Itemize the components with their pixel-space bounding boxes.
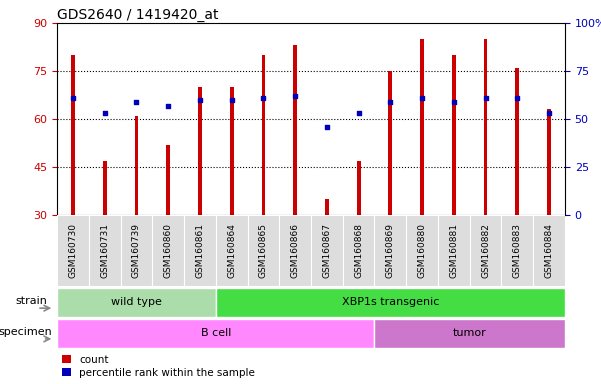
Bar bbox=[248, 215, 279, 286]
Bar bbox=[57, 288, 216, 317]
Bar bbox=[89, 215, 121, 286]
Point bbox=[513, 95, 522, 101]
Text: GSM160860: GSM160860 bbox=[163, 223, 172, 278]
Bar bbox=[293, 45, 297, 215]
Text: GSM160882: GSM160882 bbox=[481, 223, 490, 278]
Bar bbox=[57, 319, 374, 348]
Legend: count, percentile rank within the sample: count, percentile rank within the sample bbox=[63, 355, 255, 378]
Text: GSM160861: GSM160861 bbox=[195, 223, 204, 278]
Bar bbox=[357, 161, 361, 215]
Text: GSM160866: GSM160866 bbox=[291, 223, 300, 278]
Point bbox=[258, 95, 268, 101]
Text: wild type: wild type bbox=[111, 297, 162, 308]
Text: GSM160739: GSM160739 bbox=[132, 223, 141, 278]
Bar bbox=[343, 215, 374, 286]
Text: B cell: B cell bbox=[201, 328, 231, 338]
Bar bbox=[452, 55, 456, 215]
Point bbox=[68, 95, 78, 101]
Bar bbox=[71, 55, 75, 215]
Bar bbox=[166, 145, 170, 215]
Text: GSM160884: GSM160884 bbox=[545, 223, 554, 278]
Point bbox=[322, 124, 332, 130]
Bar bbox=[406, 215, 438, 286]
Bar bbox=[374, 215, 406, 286]
Text: GSM160731: GSM160731 bbox=[100, 223, 109, 278]
Point bbox=[481, 95, 490, 101]
Bar bbox=[325, 199, 329, 215]
Bar bbox=[57, 215, 89, 286]
Point bbox=[386, 99, 395, 105]
Bar bbox=[261, 55, 265, 215]
Text: GDS2640 / 1419420_at: GDS2640 / 1419420_at bbox=[57, 8, 219, 22]
Point bbox=[195, 97, 205, 103]
Bar bbox=[547, 109, 551, 215]
Bar bbox=[184, 215, 216, 286]
Point bbox=[354, 110, 364, 116]
Point bbox=[417, 95, 427, 101]
Text: GSM160880: GSM160880 bbox=[418, 223, 427, 278]
Point bbox=[545, 110, 554, 116]
Point bbox=[290, 93, 300, 99]
Bar bbox=[103, 161, 106, 215]
Point bbox=[227, 97, 236, 103]
Bar bbox=[388, 71, 392, 215]
Text: tumor: tumor bbox=[453, 328, 487, 338]
Bar bbox=[374, 319, 565, 348]
Bar bbox=[230, 87, 234, 215]
Bar bbox=[198, 87, 202, 215]
Bar bbox=[420, 39, 424, 215]
Bar bbox=[216, 288, 565, 317]
Bar bbox=[470, 215, 501, 286]
Text: strain: strain bbox=[16, 296, 47, 306]
Bar bbox=[279, 215, 311, 286]
Bar bbox=[484, 39, 487, 215]
Text: GSM160868: GSM160868 bbox=[354, 223, 363, 278]
Text: GSM160867: GSM160867 bbox=[322, 223, 331, 278]
Bar bbox=[311, 215, 343, 286]
Text: GSM160865: GSM160865 bbox=[259, 223, 268, 278]
Bar bbox=[152, 215, 184, 286]
Text: GSM160730: GSM160730 bbox=[69, 223, 78, 278]
Point bbox=[163, 103, 173, 109]
Bar bbox=[135, 116, 138, 215]
Text: XBP1s transgenic: XBP1s transgenic bbox=[342, 297, 439, 308]
Bar bbox=[501, 215, 533, 286]
Point bbox=[132, 99, 141, 105]
Bar bbox=[516, 68, 519, 215]
Bar bbox=[121, 215, 152, 286]
Text: GSM160869: GSM160869 bbox=[386, 223, 395, 278]
Text: specimen: specimen bbox=[0, 327, 52, 337]
Bar bbox=[216, 215, 248, 286]
Text: GSM160864: GSM160864 bbox=[227, 223, 236, 278]
Bar bbox=[533, 215, 565, 286]
Point bbox=[100, 110, 109, 116]
Point bbox=[449, 99, 459, 105]
Text: GSM160881: GSM160881 bbox=[450, 223, 459, 278]
Text: GSM160883: GSM160883 bbox=[513, 223, 522, 278]
Bar bbox=[438, 215, 470, 286]
